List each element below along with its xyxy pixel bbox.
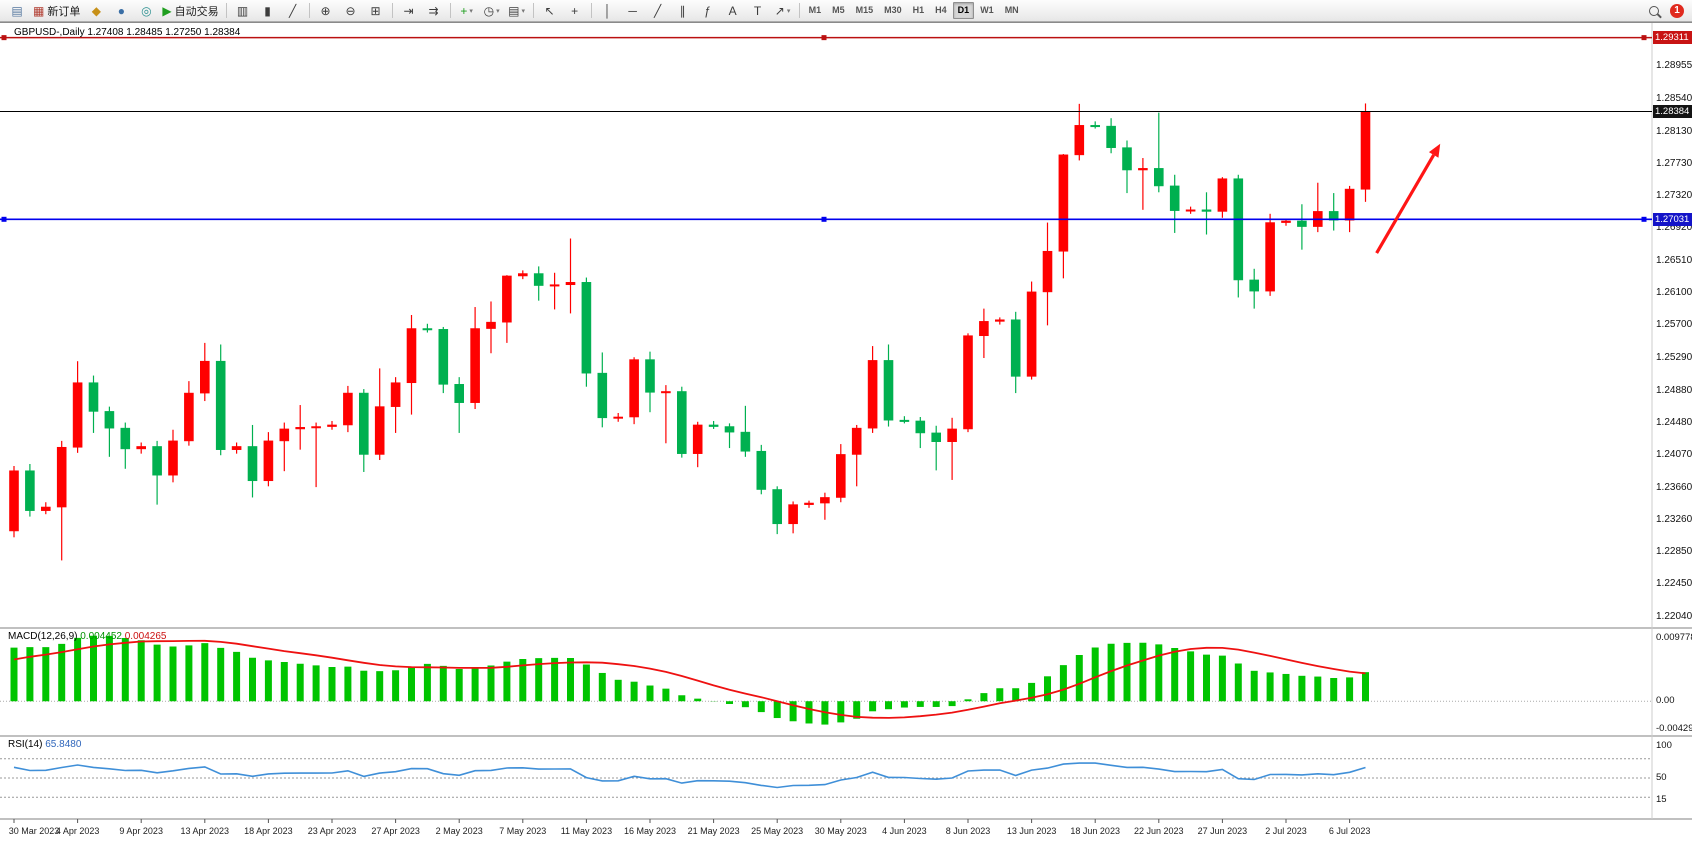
autotrade-icon: ▶ (162, 3, 172, 18)
community-icon[interactable]: ● (109, 1, 133, 21)
crosshair-icon: + (571, 3, 579, 18)
indicators-icon[interactable]: + ▾ (455, 1, 479, 21)
fibonacci-icon: ƒ (704, 3, 711, 18)
autotrade-button[interactable]: ▶ 自动交易 (159, 1, 221, 21)
chevron-down-icon: ▾ (469, 7, 473, 15)
label-icon: T (753, 3, 762, 18)
search-icon[interactable] (1642, 1, 1666, 21)
mql5-market-icon: ◆ (91, 3, 101, 18)
timeframe-button-w1[interactable]: W1 (980, 5, 994, 15)
toolbar-separator (225, 3, 227, 18)
toolbar-separator (391, 3, 393, 18)
vertical-line-icon: │ (603, 3, 612, 18)
alert-line-upper-handle[interactable] (1641, 35, 1647, 41)
vertical-line-icon[interactable]: │ (596, 1, 620, 21)
zoom-in-icon[interactable]: ⊕ (314, 1, 338, 21)
arrows-icon[interactable]: ↗ ▾ (771, 1, 795, 21)
toolbar-separator (590, 3, 592, 18)
support-line-handle[interactable] (1641, 216, 1647, 222)
community-icon: ● (117, 3, 125, 18)
autotrade-label: 自动交易 (174, 5, 219, 18)
macd-panel (0, 635, 1652, 725)
timeframe-button-m5[interactable]: M5 (832, 5, 845, 15)
templates-icon: ▤ (508, 3, 520, 18)
chevron-down-icon: ▾ (786, 7, 791, 15)
toolbar-separator (308, 3, 310, 18)
rsi-panel (0, 758, 1652, 798)
timeframe-button-m15[interactable]: M15 (855, 5, 874, 15)
news-icon[interactable]: ◎ (134, 1, 158, 21)
timeframe-button-d1[interactable]: D1 (952, 2, 975, 19)
zoom-in-icon: ⊕ (320, 3, 331, 18)
chevron-down-icon: ▾ (496, 7, 500, 15)
bar-chart-icon[interactable]: ▥ (231, 1, 255, 21)
trendline-icon[interactable]: ╱ (646, 1, 670, 21)
bar-chart-icon: ▥ (236, 3, 249, 18)
text-icon[interactable]: A (721, 1, 745, 21)
channel-icon: ∥ (679, 3, 686, 18)
line-chart-icon[interactable]: ╱ (281, 1, 305, 21)
crosshair-icon[interactable]: + (563, 1, 587, 21)
candle-chart-icon: ▮ (264, 3, 271, 18)
mql5-market-icon[interactable]: ◆ (84, 1, 108, 21)
new-order-icon: ▦ (33, 3, 45, 18)
alert-line-upper-handle[interactable] (1, 35, 7, 41)
zoom-out-icon: ⊖ (345, 3, 356, 18)
candlestick-series (9, 103, 1371, 561)
line-chart-icon: ╱ (288, 3, 297, 18)
toolbar: ▤ ▦ 新订单 ◆ ● ◎ ▶ 自动交易 ▥ ▮ ╱ ⊕ ⊖ ⊞ ⇥ ⇉ + ▾ ◷ ▾ ▤ ▾ ↖ + │ ─ ╱ ∥ ƒ A T ↗ ▾ M1… (0, 0, 1692, 22)
new-chart-icon: ▤ (11, 3, 23, 18)
cursor-icon: ↖ (544, 3, 555, 18)
fibonacci-icon[interactable]: ƒ (696, 1, 720, 21)
channel-icon[interactable]: ∥ (671, 1, 695, 21)
new-order-label: 新订单 (47, 5, 81, 18)
zoom-out-icon[interactable]: ⊖ (339, 1, 363, 21)
support-line-handle[interactable] (821, 216, 827, 222)
alert-line-upper-handle[interactable] (821, 35, 827, 41)
horizontal-line-icon[interactable]: ─ (621, 1, 645, 21)
text-icon: A (728, 3, 737, 18)
tile-windows-icon: ⊞ (370, 3, 381, 18)
chart-canvas[interactable] (0, 23, 1692, 845)
timeframe-button-m1[interactable]: M1 (808, 5, 822, 15)
chevron-down-icon: ▾ (521, 7, 525, 15)
templates-icon[interactable]: ▤ ▾ (505, 1, 529, 21)
timeframe-button-mn[interactable]: MN (1004, 5, 1019, 15)
tile-windows-icon[interactable]: ⊞ (364, 1, 388, 21)
chart-shift-icon: ⇉ (428, 3, 439, 18)
timeframe-button-m30[interactable]: M30 (884, 5, 902, 15)
chart-shift-icon[interactable]: ⇉ (422, 1, 446, 21)
auto-scroll-icon[interactable]: ⇥ (397, 1, 421, 21)
toolbar-separator (449, 3, 451, 18)
timeframe-button-h1[interactable]: H1 (912, 5, 925, 15)
support-line-handle[interactable] (1, 216, 7, 222)
label-icon[interactable]: T (746, 1, 770, 21)
trendline-icon: ╱ (653, 3, 662, 18)
candle-chart-icon[interactable]: ▮ (256, 1, 280, 21)
notification-badge[interactable]: 1 (1670, 3, 1684, 18)
arrows-icon: ↗ (774, 3, 785, 18)
horizontal-line-objects[interactable] (0, 35, 1652, 222)
new-chart-icon[interactable]: ▤ (5, 1, 29, 21)
cursor-icon[interactable]: ↖ (538, 1, 562, 21)
chart-window: GBPUSD-,Daily 1.27408 1.28485 1.27250 1.… (0, 22, 1692, 845)
news-icon: ◎ (141, 3, 152, 18)
toolbar-separator (798, 3, 800, 18)
panel-separators (0, 23, 1692, 823)
new-order-button[interactable]: ▦ 新订单 (30, 1, 83, 21)
toolbar-separator (532, 3, 534, 18)
magnifier-glyph (1649, 5, 1659, 16)
horizontal-line-icon: ─ (628, 3, 637, 18)
indicators-icon: + (460, 3, 468, 18)
auto-scroll-icon: ⇥ (403, 3, 414, 18)
trend-arrow[interactable] (1375, 143, 1441, 254)
periods-icon[interactable]: ◷ ▾ (480, 1, 504, 21)
timeframe-button-h4[interactable]: H4 (935, 5, 947, 15)
periods-icon: ◷ (483, 3, 495, 18)
